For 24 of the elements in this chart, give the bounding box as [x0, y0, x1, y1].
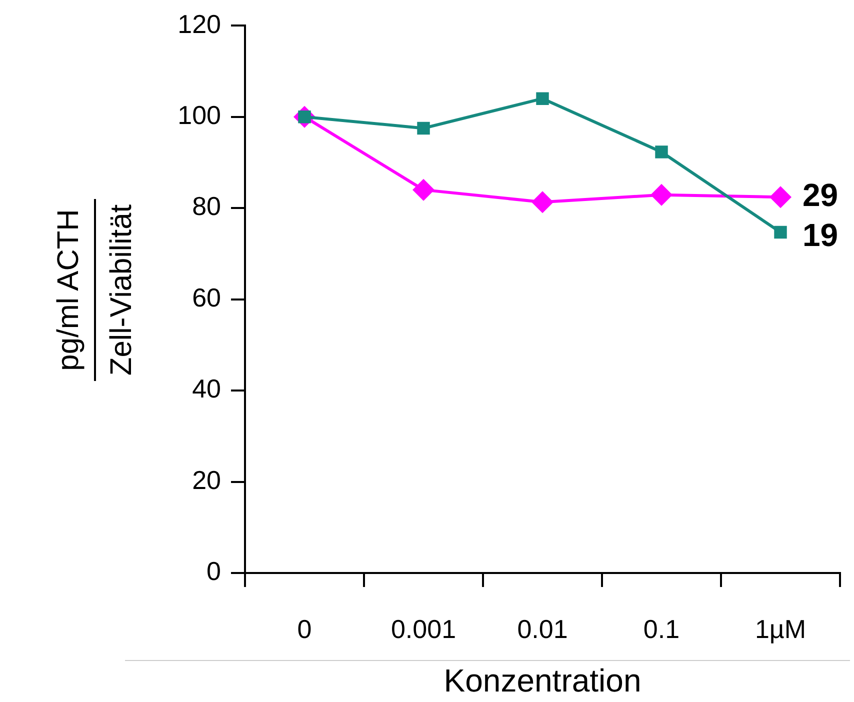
y-tick-label: 40 — [192, 374, 221, 404]
point — [412, 178, 434, 201]
x-axis-title: Konzentration — [444, 662, 642, 699]
series-label: 19 — [802, 216, 838, 253]
point — [770, 186, 792, 208]
y-tick-label: 120 — [178, 8, 221, 39]
point — [536, 92, 549, 105]
y-tick-label: 80 — [192, 191, 221, 222]
y-tick-label: 60 — [192, 282, 221, 312]
point — [532, 191, 554, 214]
point — [655, 146, 668, 158]
x-tick-label: 0.01 — [517, 614, 568, 644]
y-axis-title: pg/ml ACTH Zell-Viabilität — [51, 203, 139, 378]
x-tick-label: 1µM — [754, 614, 806, 644]
y-tick-label: 100 — [178, 100, 221, 130]
x-tick-label: 0 — [297, 614, 312, 644]
x-tick-label: 0.001 — [390, 614, 456, 644]
point — [650, 184, 672, 206]
point — [774, 226, 787, 239]
point — [417, 122, 430, 135]
series-label: 29 — [802, 176, 838, 213]
y-tick-label: 20 — [192, 464, 221, 495]
y-tick-label: 0 — [206, 556, 221, 586]
x-tick-label: 0.1 — [643, 614, 680, 644]
